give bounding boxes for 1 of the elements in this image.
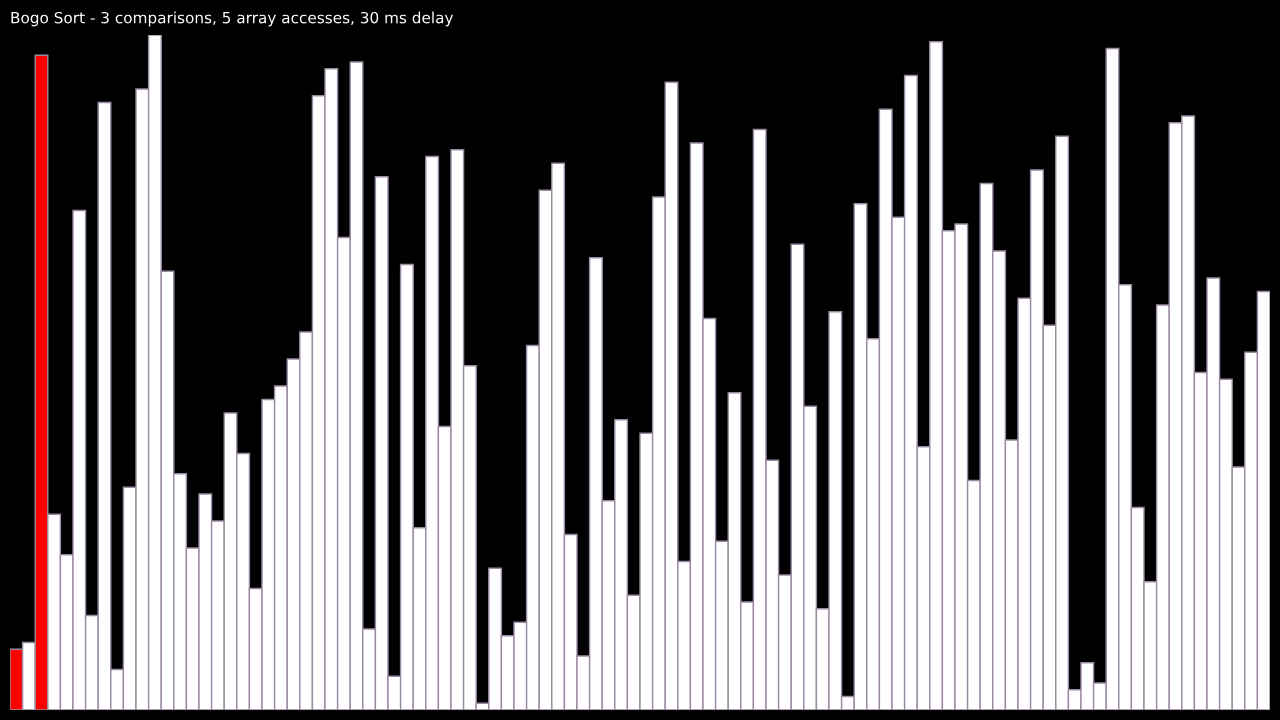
- chart-title: Bogo Sort - 3 comparisons, 5 array accesses, 30 ms delay: [11, 11, 454, 27]
